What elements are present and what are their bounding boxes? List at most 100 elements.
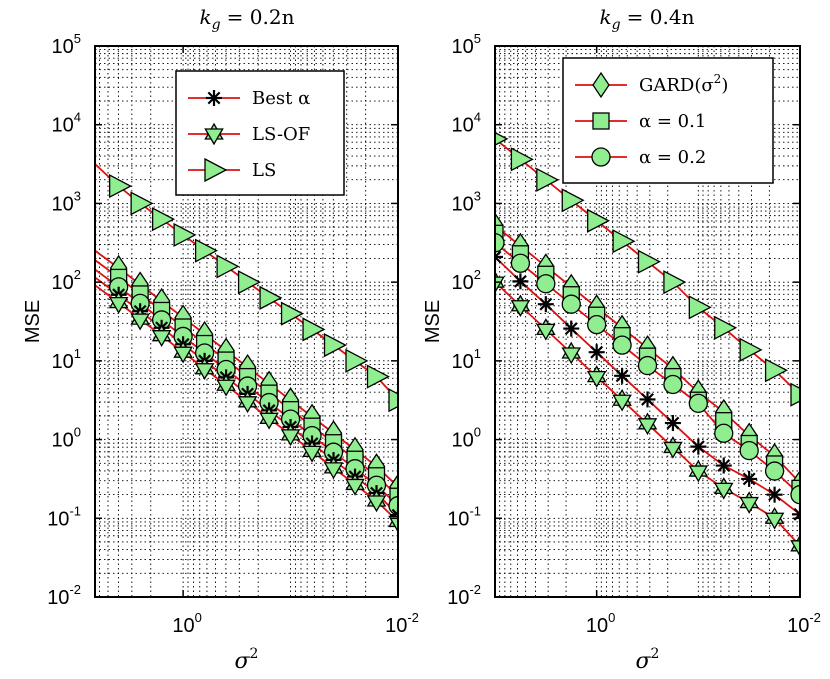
data-point-triangle-right [764,358,788,383]
data-point-asterisk [741,470,758,487]
legend-marker-triangle-right [204,157,228,183]
data-point-circle [536,274,556,294]
data-point-hexagram [495,270,505,294]
series-markers-hexagram [495,270,800,558]
data-point-asterisk [614,367,631,384]
legend-marker-square [592,112,610,130]
data-point-hexagram [108,291,129,314]
plot-area [95,163,398,533]
data-point-triangle-right [739,337,763,362]
data-point-triangle-right [587,208,611,233]
data-point-hexagram [173,340,193,364]
legend-label: LS-OF [252,124,310,145]
y-tick-label: 10-1 [47,503,81,530]
data-point-hexagram [280,423,301,447]
data-point-hexagram [790,534,800,558]
y-axis-label: MSE [422,300,444,343]
x-tick-label: 10-2 [385,610,419,637]
data-point-asterisk [588,344,605,361]
legend-item: α = 0.2 [575,147,706,168]
y-axis-label: MSE [22,300,44,343]
legend-item: LS [188,157,276,183]
legend-label: LS [252,160,276,181]
data-point-hexagram [216,373,236,397]
data-point-asterisk [537,296,554,313]
data-point-triangle-right [130,191,154,216]
panel-right: 10-2 10-1 100 101 102 103 104 105 100 10-2 kg = 0.4… [422,5,821,674]
data-point-hexagram [713,477,734,500]
data-point-circle [510,253,531,273]
data-point-hexagram [536,318,556,341]
data-point-triangle-right [663,270,687,295]
data-point-circle [587,314,607,335]
data-point-hexagram [510,294,531,318]
data-point-hexagram [561,341,582,365]
legend-label: GARD(σ2) [639,72,728,96]
data-point-asterisk [766,486,783,503]
data-point-triangle-right [151,207,176,232]
plot-area [495,131,800,558]
data-point-triangle-right [108,174,133,199]
y-tick-label: 103 [52,188,81,215]
data-point-triangle-right [637,249,661,274]
data-point-asterisk [563,320,580,337]
data-point-hexagram [586,365,607,388]
data-point-hexagram [259,407,279,430]
series-markers-circle [495,233,800,505]
data-point-hexagram [366,489,387,513]
data-point-asterisk [664,415,681,432]
data-point-triangle-right [280,301,304,326]
y-tick-label: 100 [452,425,481,452]
legend: GARD(σ2) α = 0.1 α = 0.2 [562,57,774,184]
data-point-triangle-right [510,147,534,172]
data-point-triangle-right [323,333,347,358]
data-point-hexagram [151,324,172,347]
y-tick-label: 10-2 [47,582,81,609]
data-point-circle [663,374,683,395]
tick-marks [95,45,399,598]
y-tick-label: 105 [52,31,81,58]
data-point-hexagram [688,459,709,483]
data-point-asterisk [690,438,707,455]
y-tick-label: 104 [52,110,81,137]
data-point-asterisk [495,248,503,265]
data-point-circle [388,496,398,516]
data-point-hexagram [764,506,785,530]
data-point-triangle-right [366,364,390,389]
legend-marker-asterisk [206,90,222,106]
x-axis-label: σ2 [636,646,660,674]
data-point-triangle-right [345,348,369,373]
x-tick-label: 100 [172,610,201,637]
data-point-triangle-right [536,167,560,192]
data-point-circle [764,461,785,481]
data-point-triangle-right [388,388,398,413]
series-markers-asterisk [495,248,800,523]
data-point-triangle-right [194,238,218,263]
data-point-triangle-right [688,295,712,320]
legend-item: α = 0.1 [575,111,706,132]
data-point-hexagram [237,390,258,414]
data-point-asterisk [715,457,732,474]
panel-left: 10-2 10-1 100 101 102 103 104 105 100 10-2 kg = 0.2… [22,5,419,674]
data-point-triangle-right [612,229,636,254]
tick-marks [495,45,801,598]
data-point-square [495,224,504,242]
data-point-circle [688,393,708,414]
legend-item: GARD(σ2) [575,71,728,99]
data-point-hexagram [130,307,150,331]
legend-label: α = 0.2 [639,147,706,168]
y-tick-label: 100 [52,425,81,452]
data-point-circle [790,485,800,505]
data-point-hexagram [302,440,322,463]
legend-item: Best α [188,88,310,109]
data-point-circle [495,233,505,253]
data-point-triangle-right [790,382,800,407]
data-point-triangle-right [714,315,738,340]
data-point-triangle-right [302,317,326,342]
y-tick-label: 104 [452,110,481,137]
chart-title: kg = 0.2n [200,5,295,33]
data-point-triangle-right [216,254,240,279]
data-point-hexagram [663,436,683,459]
axes-box [94,45,399,598]
